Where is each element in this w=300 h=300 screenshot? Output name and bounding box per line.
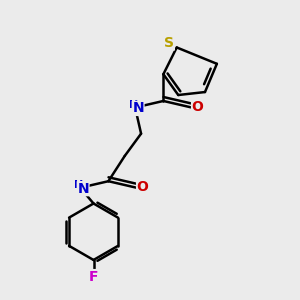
Text: H: H [129, 100, 138, 110]
Text: O: O [192, 100, 203, 114]
Text: F: F [89, 270, 98, 283]
Text: N: N [77, 182, 89, 196]
Text: S: S [164, 36, 174, 50]
Text: O: O [136, 180, 148, 194]
Text: N: N [132, 101, 144, 116]
Text: H: H [74, 180, 83, 190]
